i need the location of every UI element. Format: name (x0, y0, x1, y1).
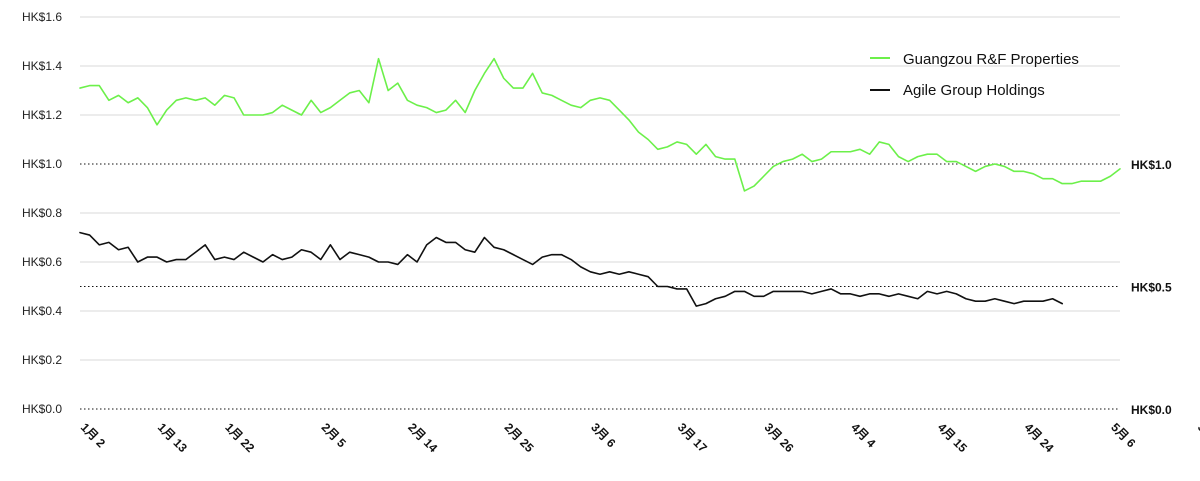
y-tick-label: HK$1.4 (22, 59, 62, 73)
y-tick-label: HK$1.6 (22, 10, 62, 24)
x-tick-label: 2月 5 (319, 420, 349, 450)
reference-lines: HK$1.0 HK$0.5 HK$0.0 (80, 158, 1172, 417)
x-tick-label: 2月 25 (502, 420, 537, 455)
reference-label: HK$1.0 (1131, 158, 1172, 172)
x-tick-label: 5月 15 (1195, 420, 1200, 455)
x-axis: 1月 2 1月 13 1月 22 2月 5 2月 14 2月 25 3月 6 3月 17 3月 … (78, 420, 1200, 455)
y-tick-label: HK$1.0 (22, 157, 62, 171)
y-tick-label: HK$1.2 (22, 108, 62, 122)
legend: Guangzou R&F Properties Agile Group Hold… (870, 51, 1079, 99)
y-axis: HK$0.0 HK$0.2 HK$0.4 HK$0.6 HK$0.8 HK$1.0 HK$1… (22, 10, 62, 416)
y-tick-label: HK$0.4 (22, 304, 62, 318)
x-tick-label: 1月 2 (78, 420, 108, 450)
x-tick-label: 4月 4 (848, 420, 878, 450)
reference-label: HK$0.5 (1131, 281, 1172, 295)
series-line-agile-group-holdings (79, 231, 1064, 307)
grid-layer (80, 16, 1120, 361)
x-tick-label: 3月 17 (675, 420, 710, 455)
x-tick-label: 3月 6 (588, 420, 618, 450)
x-tick-label: 1月 22 (222, 420, 257, 455)
legend-label-guangzou: Guangzou R&F Properties (903, 51, 1079, 68)
y-tick-label: HK$0.0 (22, 402, 62, 416)
x-tick-label: 4月 15 (935, 420, 970, 455)
x-tick-label: 5月 6 (1108, 420, 1138, 450)
x-tick-label: 3月 26 (762, 420, 797, 455)
y-tick-label: HK$0.2 (22, 353, 62, 367)
x-tick-label: 1月 13 (155, 420, 190, 455)
y-tick-label: HK$0.8 (22, 206, 62, 220)
series-line-guangzou-r-f-properties (79, 57, 1121, 192)
y-tick-label: HK$0.6 (22, 255, 62, 269)
series-layer (79, 57, 1121, 307)
x-tick-label: 2月 14 (405, 420, 440, 455)
legend-label-agile: Agile Group Holdings (903, 82, 1045, 99)
reference-label: HK$0.0 (1131, 403, 1172, 417)
x-tick-label: 4月 24 (1022, 420, 1057, 455)
